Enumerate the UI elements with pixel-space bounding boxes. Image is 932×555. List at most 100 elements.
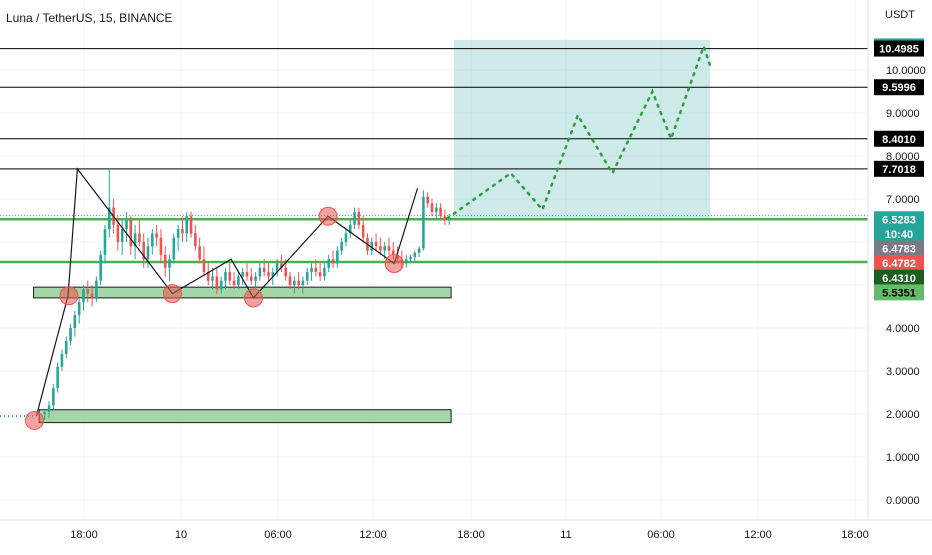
candle-body: [435, 207, 438, 212]
candle-body: [107, 207, 111, 230]
y-tick-label: 0.0000: [886, 495, 920, 507]
candle-body: [258, 267, 262, 277]
candle-body: [344, 233, 348, 242]
candle-body: [133, 233, 137, 247]
candle-body: [73, 315, 77, 328]
price-badge-label: 9.5996: [882, 82, 916, 94]
candle-body: [271, 272, 275, 277]
candle-body: [262, 267, 266, 273]
candle-body: [318, 272, 322, 277]
y-tick-label: 1.0000: [886, 452, 920, 464]
candle-body: [56, 366, 59, 389]
price-badge: [874, 269, 924, 286]
candle-body: [125, 220, 128, 230]
candle-body: [224, 272, 227, 281]
candle-body: [370, 242, 374, 251]
pivot-circle: [244, 288, 264, 308]
candle-body: [404, 259, 408, 264]
candle-body: [314, 267, 318, 273]
price-badge-label: 8.4010: [882, 134, 916, 146]
candle-body: [297, 280, 300, 285]
candle-body: [391, 250, 395, 255]
candle-body: [361, 224, 365, 238]
pivot-circle: [162, 284, 182, 304]
candle-body: [336, 250, 339, 264]
candle-body: [69, 328, 72, 341]
price-badge: [874, 211, 924, 228]
candle-body: [219, 280, 223, 290]
candle-body: [189, 216, 193, 234]
price-badge: [874, 130, 924, 147]
candle-body: [327, 259, 331, 268]
candle-body: [374, 242, 378, 247]
candle-body: [129, 220, 133, 247]
price-badge-label: 10.4985: [879, 44, 919, 56]
candle-body: [194, 233, 197, 247]
x-tick-label: 10: [175, 529, 187, 541]
candle-body: [426, 196, 429, 204]
candle-body: [305, 272, 309, 281]
candle-body: [206, 272, 210, 281]
candle-body: [82, 289, 85, 303]
candle-body: [284, 267, 287, 277]
x-tick-label: 18:00: [70, 529, 98, 541]
candle-body: [310, 267, 313, 273]
candle-body: [64, 340, 68, 354]
currency-label: USDT: [885, 9, 915, 21]
candle-body: [422, 196, 425, 249]
candle-body: [379, 246, 382, 251]
x-tick-label: 12:00: [359, 529, 387, 541]
candle-body: [340, 242, 343, 251]
x-tick-label: 18:00: [457, 529, 485, 541]
candle-body: [172, 237, 176, 260]
candle-body: [77, 302, 81, 316]
price-badge-label: 5.5351: [882, 287, 916, 299]
candle-body: [228, 272, 232, 281]
y-tick-label: 3.0000: [886, 366, 920, 378]
candle-body: [348, 224, 352, 234]
candle-body: [60, 353, 64, 367]
candle-body: [215, 276, 219, 290]
candle-body: [47, 405, 51, 412]
price-badge: [874, 79, 924, 96]
candle-body: [280, 263, 283, 268]
y-tick-label: 9.0000: [886, 108, 920, 120]
candle-body: [90, 293, 94, 298]
price-badge-label: 6.4782: [882, 258, 916, 270]
candle-body: [142, 242, 145, 260]
pivot-circle: [59, 286, 79, 306]
price-badge: [874, 40, 924, 57]
candle-body: [288, 276, 292, 285]
candle-body: [95, 280, 98, 298]
pivot-circle: [384, 254, 404, 273]
candle-body: [409, 257, 412, 260]
candle-body: [103, 229, 107, 255]
candle-body: [275, 263, 279, 273]
price-badge: [874, 240, 924, 257]
price-badge-label: 6.4310: [882, 273, 916, 285]
candle-body: [413, 252, 417, 258]
price-badge-label: 10:40: [885, 229, 913, 241]
candle-body: [232, 280, 236, 285]
candle-body: [181, 229, 184, 234]
candle-body: [168, 259, 171, 268]
candle-body: [86, 289, 90, 294]
candle-body: [163, 254, 167, 268]
chart-title: Luna / TetherUS, 15, BINANCE: [6, 11, 173, 25]
price-badge: [874, 160, 924, 177]
candle-body: [353, 211, 356, 225]
candle-body: [245, 272, 249, 277]
support-zone: [38, 409, 452, 424]
x-tick-label: 11: [560, 529, 571, 541]
y-tick-label: 8.0000: [886, 151, 920, 163]
x-tick-label: 06:00: [264, 529, 292, 541]
candle-body: [151, 233, 154, 247]
candle-body: [254, 276, 257, 281]
price-badge-label: 7.7018: [882, 164, 916, 176]
candle-body: [323, 267, 326, 277]
candle-body: [430, 203, 434, 212]
candle-body: [52, 388, 55, 406]
candle-body: [357, 211, 361, 225]
